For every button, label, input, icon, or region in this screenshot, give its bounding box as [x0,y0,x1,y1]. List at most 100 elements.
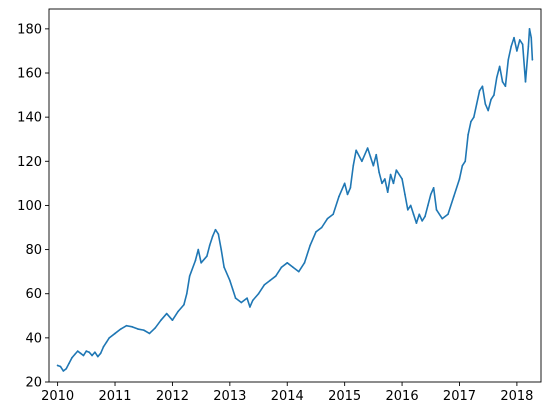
data-point [119,328,122,330]
x-tick-label: 2013 [213,389,246,404]
data-point [125,324,128,327]
data-point [177,310,179,313]
y-tick-label: 180 [17,22,42,37]
data-point [71,356,73,359]
data-point [185,292,188,295]
data-point [375,153,378,156]
data-point [96,355,99,358]
data-point [62,370,65,372]
data-point [338,195,340,198]
data-point [137,328,139,330]
data-point [447,213,449,216]
data-point [208,244,211,246]
data-point [114,332,116,335]
data-point [507,58,510,61]
y-tick-label: 100 [17,199,42,214]
data-point [252,299,254,302]
data-point [478,89,481,92]
data-point [513,36,515,39]
data-point [501,81,504,83]
data-point [395,169,398,171]
data-point [105,341,108,344]
data-point [452,195,455,198]
data-point [269,279,271,282]
data-points [56,28,534,372]
data-point [421,220,423,222]
data-point [160,319,162,322]
data-point [280,266,283,269]
data-point [487,109,489,112]
data-point [427,204,429,207]
data-point [518,39,521,41]
data-point [292,266,294,269]
data-point [381,182,383,185]
data-point [206,255,208,257]
y-tick-label: 160 [17,67,42,82]
x-tick-label: 2011 [98,389,131,404]
y-tick-label: 60 [25,287,42,302]
y-tick-label: 20 [25,376,42,391]
data-point [498,65,501,68]
data-point [389,173,392,176]
data-point [200,262,202,264]
data-point [429,193,432,196]
axes-frame [48,8,542,383]
data-point [384,178,386,180]
data-point [435,209,438,211]
data-point [131,326,134,328]
data-point [352,164,355,167]
x-tick-label: 2014 [271,389,304,404]
x-tick-label: 2018 [500,389,533,404]
data-point [99,352,102,355]
data-point [392,182,395,185]
y-tick-label: 120 [17,155,42,170]
data-point [528,28,531,30]
data-point [415,222,418,224]
data-point [183,303,185,306]
data-point [88,351,90,354]
data-point [102,345,105,348]
data-point [475,103,478,105]
data-point [361,160,363,163]
data-point [68,362,70,365]
data-point [510,45,512,48]
data-point [484,103,487,105]
data-point [530,36,533,39]
data-point [82,354,85,357]
x-tick-label: 2016 [386,389,419,404]
data-point [217,233,220,235]
data-point [495,76,498,79]
data-point [315,231,317,233]
data-point [76,350,79,352]
data-point [194,259,197,262]
data-point [524,81,527,83]
data-point [249,306,251,308]
data-point [211,235,214,238]
x-tick-label: 2010 [41,389,74,404]
data-point [418,213,421,216]
data-point [516,50,518,52]
data-point [148,332,151,335]
data-point [467,134,469,136]
data-point [372,164,375,167]
data-point [441,217,444,220]
data-point [240,301,243,304]
data-point [231,288,234,291]
data-point [188,275,191,277]
data-point [65,367,68,370]
data-point [246,297,248,299]
data-point [309,244,312,246]
data-point [74,353,76,356]
data-point [386,191,389,193]
data-point [197,248,200,251]
data-point [154,327,157,329]
x-tick-label: 2012 [156,389,189,404]
data-point [274,275,277,277]
data-point [142,329,145,331]
data-point [286,262,289,264]
data-point [470,120,472,123]
x-tick-label: 2015 [328,389,361,404]
data-point [85,350,88,352]
data-point [223,266,225,269]
